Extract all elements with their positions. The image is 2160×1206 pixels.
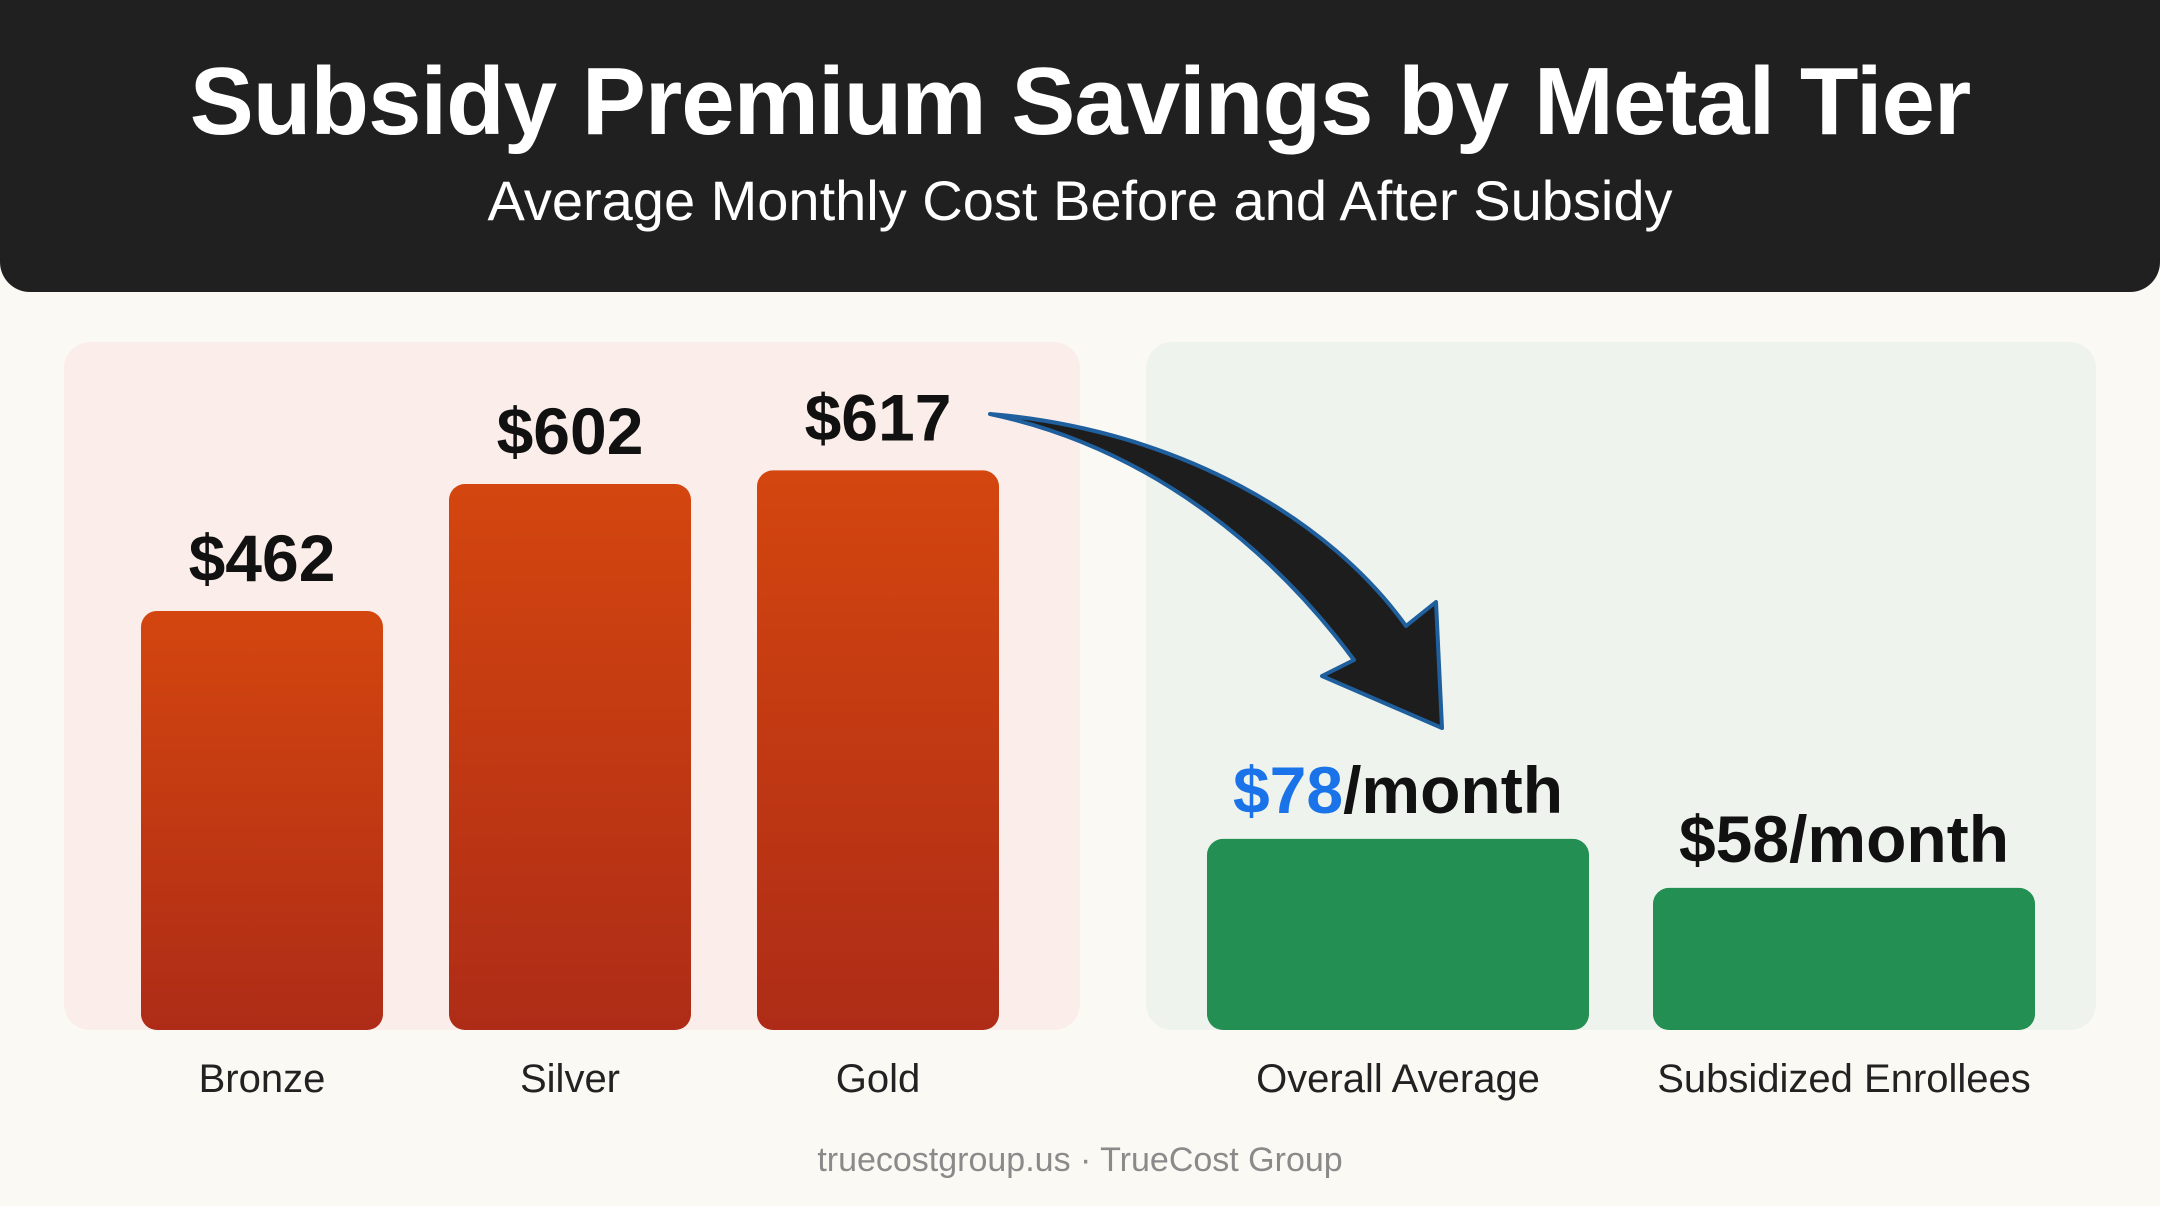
chart-title: Subsidy Premium Savings by Metal Tier (189, 48, 1971, 155)
bar-silver (449, 483, 691, 1031)
category-label-subsidized-enrollees: Subsidized Enrollees (1657, 1057, 2031, 1101)
category-label-bronze: Bronze (199, 1057, 326, 1101)
bar-gold (757, 470, 999, 1031)
bar-overall-average (1207, 838, 1589, 1030)
value-label-overall-average: $78/month (1233, 753, 1563, 827)
value-label-subsidized-enrollees: $58/month (1679, 802, 2009, 876)
source-credit: truecostgroup.us · TrueCost Group (817, 1141, 1343, 1179)
value-label-bronze: $462 (189, 521, 336, 595)
value-label-silver: $602 (497, 394, 644, 468)
chart-subtitle: Average Monthly Cost Before and After Su… (487, 169, 1673, 232)
category-label-overall-average: Overall Average (1256, 1057, 1540, 1101)
category-label-gold: Gold (836, 1057, 921, 1101)
category-label-silver: Silver (520, 1057, 620, 1101)
bar-bronze (141, 610, 383, 1030)
header-banner: Subsidy Premium Savings by Metal Tier Av… (0, 0, 2160, 292)
savings-arrow-icon (988, 412, 1444, 730)
value-label-gold: $617 (805, 380, 952, 454)
bar-subsidized-enrollees (1653, 887, 2035, 1030)
